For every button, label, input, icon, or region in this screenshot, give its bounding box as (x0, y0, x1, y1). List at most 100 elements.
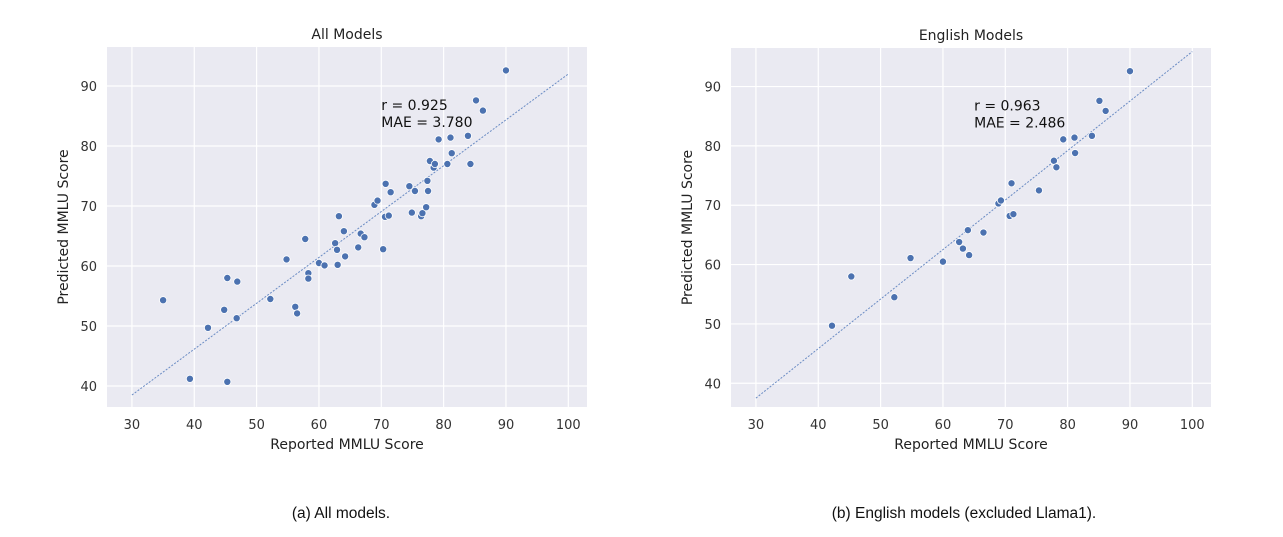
english-models-xtick-label-3: 60 (935, 418, 952, 433)
all-models-ytick-label-4: 80 (80, 140, 97, 155)
english-models-ytick-label-3: 70 (704, 199, 721, 214)
all-models-point-17 (331, 239, 340, 248)
english-models-point-9 (979, 228, 988, 237)
english-models-point-22 (1095, 96, 1104, 105)
english-models-point-2 (890, 293, 899, 302)
english-models-xtick-label-4: 70 (997, 418, 1014, 433)
english-models-point-19 (1070, 133, 1079, 142)
all-models-plot-area (107, 47, 587, 407)
all-models-point-16 (320, 261, 329, 270)
all-models-ytick-label-0: 40 (80, 380, 97, 395)
all-models-point-11 (293, 309, 302, 318)
english-models-point-17 (1052, 163, 1061, 172)
all-models-point-3 (220, 305, 229, 314)
english-models-xtick-label-1: 40 (810, 418, 827, 433)
all-models-point-50 (472, 96, 481, 105)
english-models-point-1 (847, 272, 856, 281)
all-models-point-14 (304, 274, 313, 283)
all-models-point-31 (384, 211, 393, 220)
all-models-point-39 (423, 176, 432, 185)
all-models-point-2 (203, 323, 212, 332)
all-models-point-33 (405, 182, 414, 191)
all-models-point-12 (301, 234, 310, 243)
english-models-point-0 (827, 321, 836, 330)
all-models-point-38 (422, 203, 431, 212)
all-models-point-23 (354, 243, 363, 252)
all-models-point-22 (341, 252, 350, 261)
all-models-title: All Models (311, 27, 382, 43)
english-models-xlabel: Reported MMLU Score (894, 437, 1048, 453)
english-models-ytick-label-0: 40 (704, 377, 721, 392)
all-models-xtick-label-6: 90 (498, 418, 515, 433)
english-models-xtick-label-6: 90 (1122, 418, 1139, 433)
english-models-fit-line (755, 51, 1193, 399)
all-models-ylabel: Predicted MMLU Score (56, 149, 72, 304)
all-models-point-30 (381, 179, 390, 188)
chart-all-models: 30 40 50 60 70 80 90 100 40 50 60 70 80 90 All Models R… (56, 27, 587, 453)
english-models-ytick-label-1: 50 (704, 318, 721, 333)
english-models-point-13 (1007, 179, 1016, 188)
all-models-xtick-label-7: 100 (556, 418, 581, 433)
all-models-ytick-label-1: 50 (80, 320, 97, 335)
all-models-point-44 (434, 135, 443, 144)
all-models-point-4 (223, 273, 232, 282)
all-models-point-47 (447, 149, 456, 158)
english-models-title: English Models (919, 28, 1023, 44)
english-models-ytick-label-5: 90 (704, 81, 721, 96)
english-models-point-4 (938, 257, 947, 266)
english-models-point-23 (1101, 106, 1110, 115)
all-models-point-37 (418, 209, 427, 218)
english-models-xtick-label-2: 50 (872, 418, 889, 433)
all-models-point-6 (232, 314, 241, 323)
caption-a: (a) All models. (291, 505, 391, 522)
english-models-point-16 (1049, 156, 1058, 165)
all-models-xtick-label-0: 30 (124, 418, 141, 433)
all-models-xtick-label-5: 80 (435, 418, 452, 433)
english-models-point-14 (1009, 210, 1018, 219)
english-models-point-24 (1125, 67, 1134, 76)
english-models-ytick-label-2: 60 (704, 259, 721, 274)
english-models-xtick-label-5: 80 (1059, 418, 1076, 433)
all-models-ytick-label-2: 60 (80, 260, 97, 275)
english-models-xtick-label-7: 100 (1180, 418, 1205, 433)
all-models-point-32 (386, 188, 395, 197)
all-models-ytick-label-3: 70 (80, 200, 97, 215)
english-models-point-5 (955, 238, 964, 247)
all-models-point-45 (443, 159, 452, 168)
chart-english-models: 30 40 50 60 70 80 90 100 40 50 60 70 80 90 English Mod… (680, 28, 1211, 453)
all-models-point-0 (159, 296, 168, 305)
english-models-point-11 (996, 196, 1005, 205)
panel-english-models: 30 40 50 60 70 80 90 100 40 50 60 70 80 90 English Mod… (640, 0, 1283, 537)
all-models-point-28 (379, 245, 388, 254)
english-models-point-3 (906, 254, 915, 263)
all-models-point-52 (501, 66, 510, 75)
all-models-point-20 (334, 212, 343, 221)
all-models-point-10 (291, 302, 300, 311)
english-models-ytick-label-4: 80 (704, 140, 721, 155)
all-models-fit-line (131, 73, 569, 396)
caption-b: (b) English models (excluded Llama1). (831, 505, 1097, 522)
all-models-point-25 (360, 233, 369, 242)
all-models-point-40 (424, 186, 433, 195)
all-models-xtick-label-3: 60 (311, 418, 328, 433)
all-models-point-49 (466, 159, 475, 168)
all-models-point-51 (478, 106, 487, 115)
all-models-xlabel: Reported MMLU Score (270, 437, 424, 453)
all-models-xtick-label-2: 50 (248, 418, 265, 433)
all-models-xtick-label-4: 70 (373, 418, 390, 433)
all-models-point-9 (282, 255, 291, 264)
panel-all-models: 30 40 50 60 70 80 90 100 40 50 60 70 80 90 All Models R… (0, 0, 640, 537)
english-models-xtick-label-0: 30 (748, 418, 765, 433)
all-models-point-34 (407, 208, 416, 217)
english-models-point-18 (1059, 135, 1068, 144)
all-models-point-5 (223, 377, 232, 386)
all-models-point-8 (266, 294, 275, 303)
all-models-point-35 (410, 186, 419, 195)
all-models-ytick-label-5: 90 (80, 80, 97, 95)
english-models-point-6 (958, 244, 967, 253)
english-models-annotation-line-0: r = 0.963 (974, 98, 1040, 114)
english-models-point-15 (1034, 186, 1043, 195)
english-models-point-20 (1071, 149, 1080, 158)
all-models-point-27 (373, 196, 382, 205)
all-models-point-21 (339, 227, 348, 236)
